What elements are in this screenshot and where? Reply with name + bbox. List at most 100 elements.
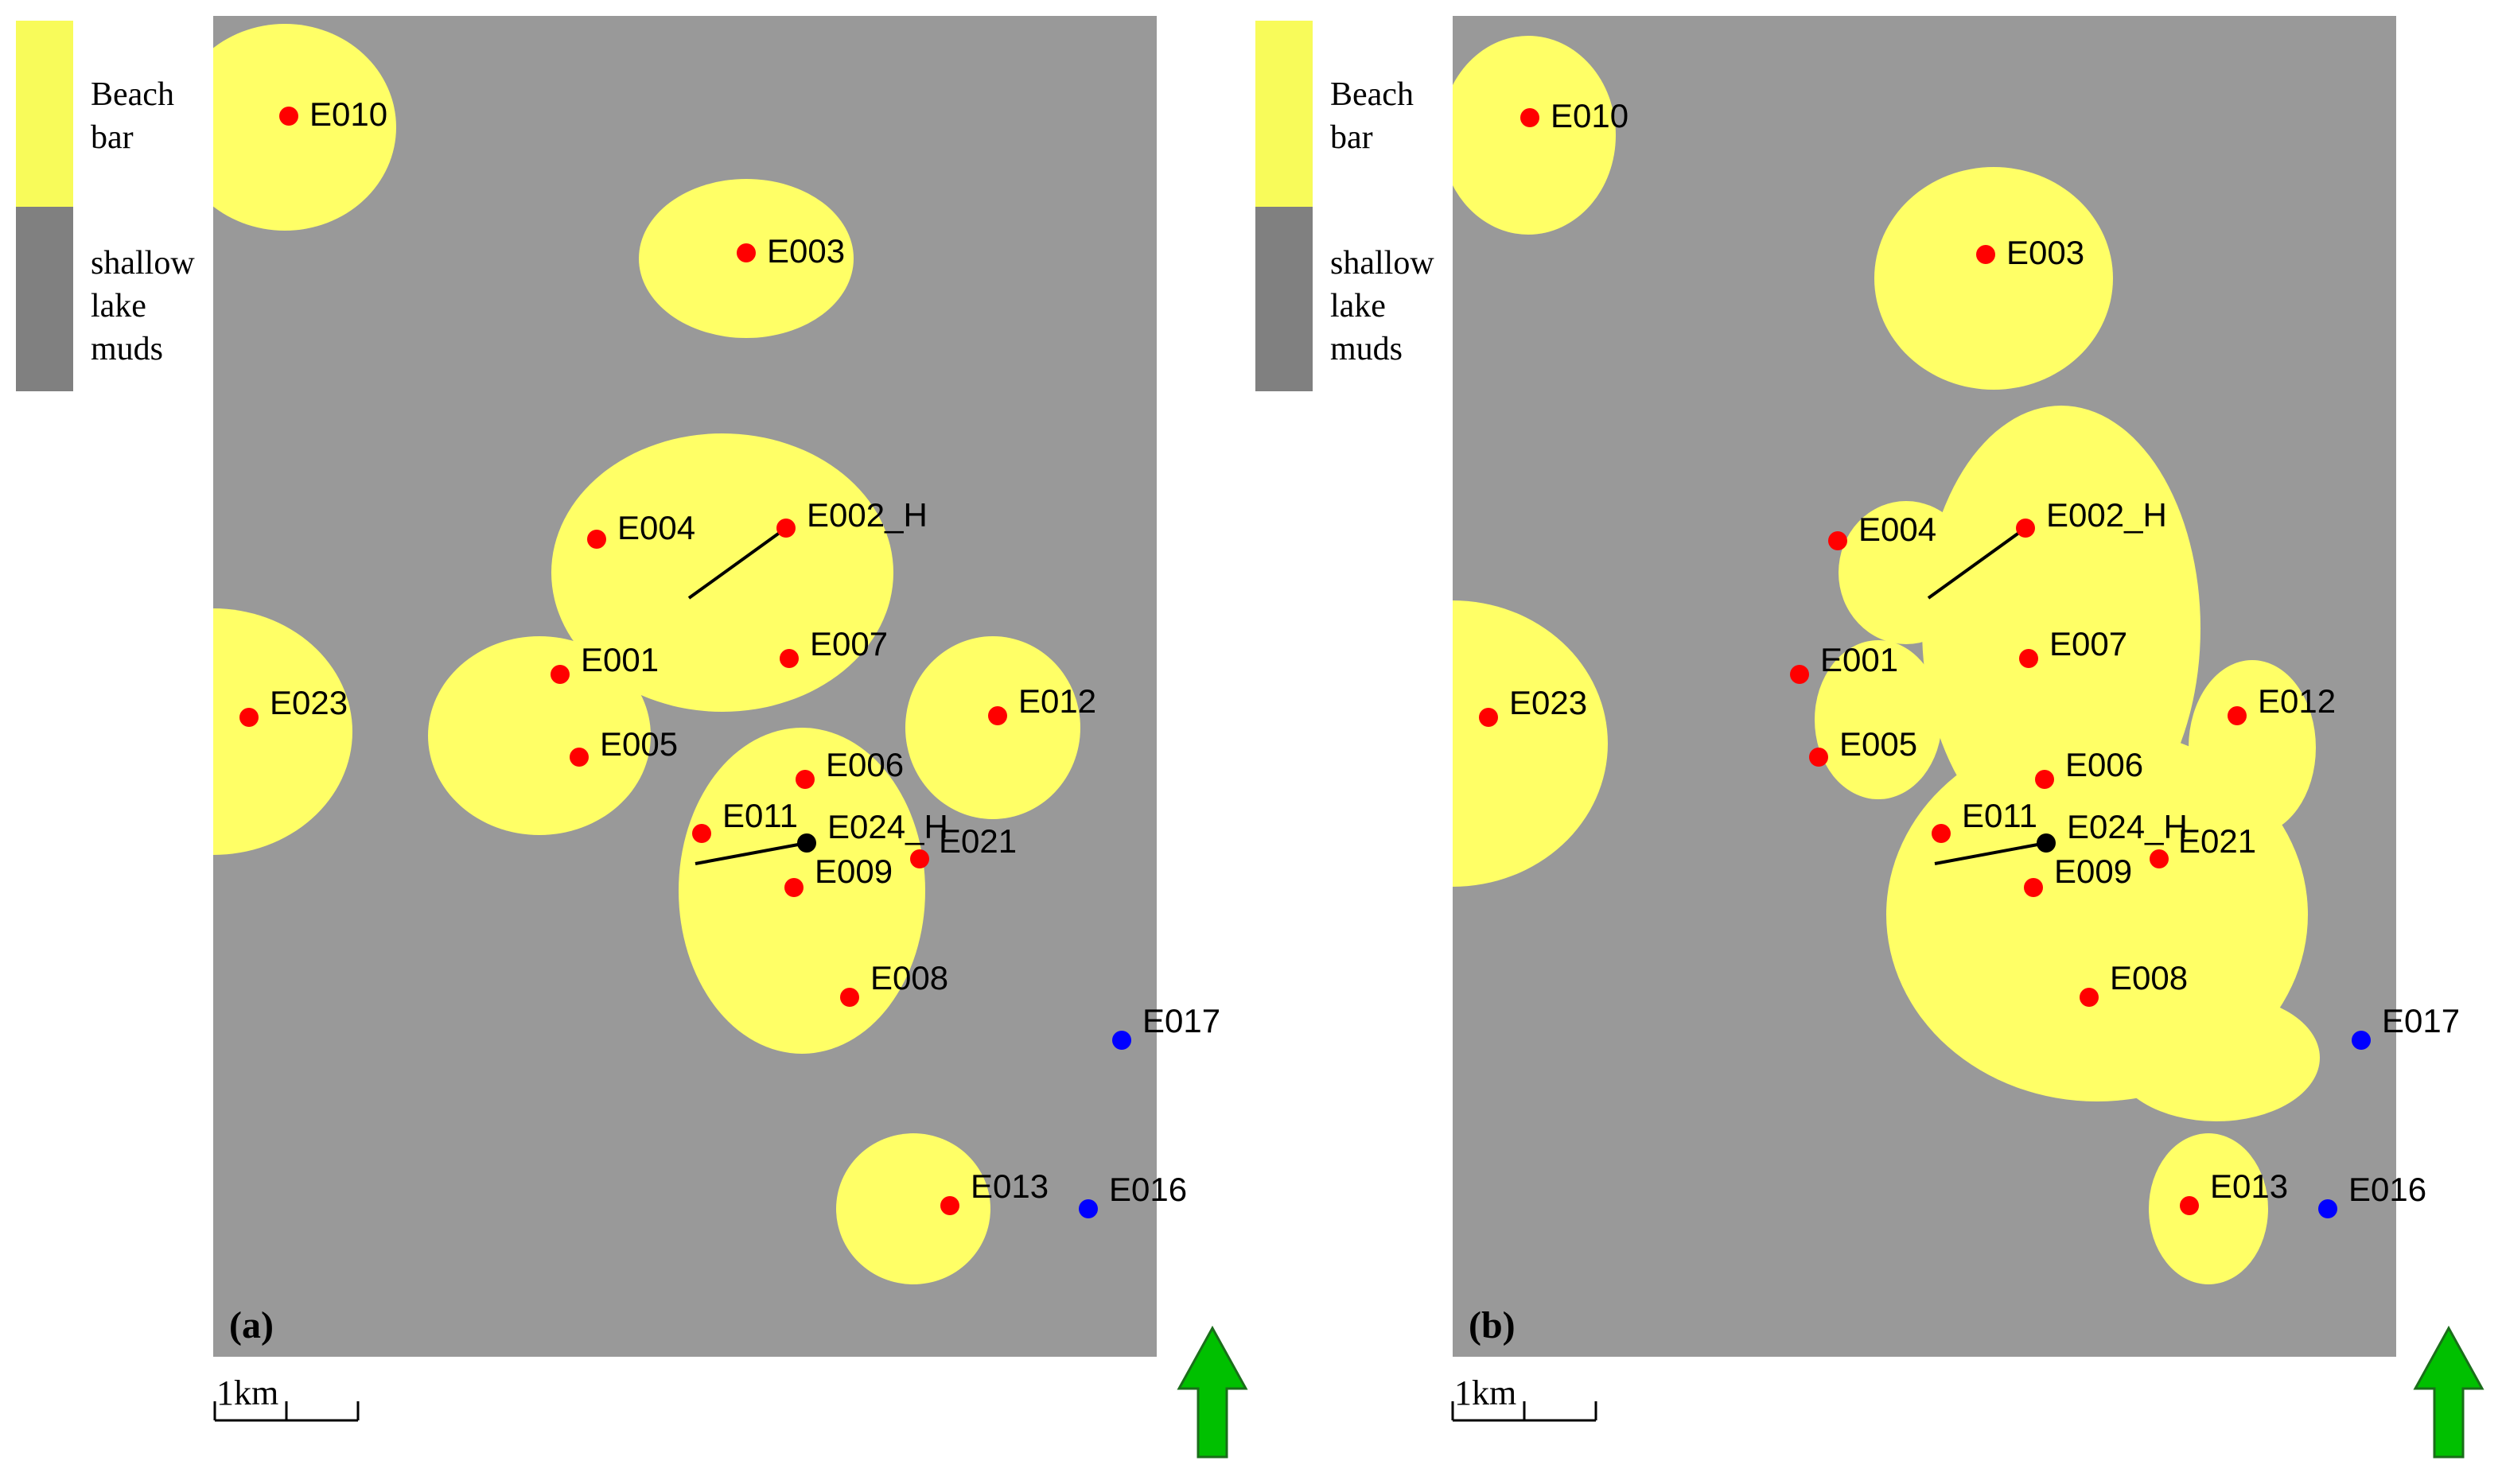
legend-label: bar: [91, 119, 134, 156]
legend-swatch: [1255, 207, 1313, 391]
well-label: E003: [767, 232, 845, 270]
scale-label: 1km: [216, 1373, 278, 1412]
well-marker: [910, 849, 929, 868]
well-marker: [1828, 531, 1847, 550]
well-marker: [551, 665, 570, 684]
well-marker: [840, 988, 859, 1007]
well-marker: [2037, 833, 2056, 853]
well-label: E001: [1820, 641, 1898, 678]
well-label: E016: [2348, 1171, 2426, 1208]
beach-bar-body: [2149, 1133, 2268, 1284]
well-label: E004: [1858, 511, 1936, 548]
well-label: E009: [2054, 853, 2132, 890]
legend-swatch: [16, 21, 73, 207]
well-label: E013: [2210, 1167, 2288, 1205]
well-marker: [2150, 849, 2169, 868]
well-marker: [2352, 1031, 2371, 1050]
well-marker: [2019, 649, 2038, 668]
well-label: E024_H: [2067, 808, 2188, 845]
well-marker: [1932, 824, 1951, 843]
legend-label: bar: [1330, 119, 1373, 156]
well-marker: [1790, 665, 1809, 684]
well-label: E001: [581, 641, 659, 678]
well-label: E016: [1109, 1171, 1187, 1208]
legend-swatch: [16, 207, 73, 391]
well-label: E010: [1551, 97, 1628, 134]
well-marker: [2080, 988, 2099, 1007]
well-marker: [692, 824, 711, 843]
well-label: E011: [1962, 797, 2037, 834]
well-label: E005: [1839, 725, 1917, 763]
well-label: E013: [971, 1167, 1049, 1205]
well-marker: [988, 706, 1007, 725]
well-marker: [279, 107, 298, 126]
legend-swatch: [1255, 21, 1313, 207]
well-marker: [797, 833, 816, 853]
well-marker: [587, 530, 606, 549]
well-marker: [940, 1196, 959, 1215]
well-label: E017: [2382, 1002, 2460, 1039]
legend: Beach bar shallow lake muds: [1255, 21, 1434, 391]
well-marker: [2228, 706, 2247, 725]
beach-bar-body: [1453, 600, 1608, 887]
beach-bar-body: [905, 636, 1080, 819]
well-trajectory-e024-h: [695, 841, 807, 865]
well-label: E006: [826, 746, 904, 783]
beach-bar-body: [213, 608, 352, 855]
beach-bar-bodies: [1453, 36, 2320, 1284]
well-marker: [1112, 1031, 1131, 1050]
well-label: E008: [2110, 959, 2188, 996]
panel-tag: (b): [1469, 1304, 1516, 1346]
well-label: E002_H: [807, 496, 928, 534]
well-label: E021: [939, 822, 1017, 860]
well-marker: [2180, 1196, 2199, 1215]
beach-bar-body: [2189, 660, 2316, 835]
beach-bar-body: [1874, 167, 2113, 390]
well-trajectory-e002-h: [687, 526, 788, 600]
legend-label: Beach: [91, 76, 174, 113]
well-label: E011: [722, 797, 798, 834]
well-label: E017: [1142, 1002, 1220, 1039]
well-label: E008: [870, 959, 948, 996]
scale-bar: 1km: [213, 1373, 360, 1422]
well-label: E006: [2065, 746, 2143, 783]
well-label: E003: [2006, 234, 2084, 271]
well-marker: [1479, 708, 1498, 727]
well-marker: [784, 878, 804, 897]
beach-bar-body: [836, 1133, 990, 1284]
legend-label: Beach: [1330, 76, 1414, 113]
legend-label: muds: [91, 331, 163, 367]
well-marker: [2024, 878, 2043, 897]
well-label: E023: [1509, 684, 1587, 721]
beach-bar-body: [1453, 36, 1616, 235]
well-label: E009: [815, 853, 893, 890]
well-label: E007: [2049, 625, 2127, 662]
well-trajectory-e002-h: [1927, 526, 2027, 600]
legend-label: shallow: [1330, 245, 1434, 282]
scale-bar: 1km: [1451, 1373, 1597, 1422]
well-label: E021: [2178, 822, 2256, 860]
well-marker: [239, 708, 259, 727]
scale-label: 1km: [1454, 1373, 1516, 1412]
well-marker: [737, 243, 756, 262]
well-label: E005: [600, 725, 678, 763]
legend-label: muds: [1330, 331, 1403, 367]
well-label: E007: [810, 625, 888, 662]
well-label: E004: [617, 509, 695, 546]
legend-label: shallow: [91, 245, 195, 282]
beach-bar-body: [428, 636, 651, 835]
beach-bar-body: [213, 24, 396, 231]
well-label: E002_H: [2046, 496, 2167, 534]
well-marker: [796, 770, 815, 789]
well-label: E012: [1018, 682, 1096, 720]
panel-tag: (a): [229, 1304, 274, 1346]
well-label: E023: [270, 684, 348, 721]
well-marker: [1976, 245, 1995, 264]
beach-bar-body: [2113, 994, 2320, 1121]
map-panel-a: E010 E003 E004 E002_H E001 E007 E023 E012 E005 E0…: [213, 16, 1220, 1357]
well-marker: [2016, 519, 2035, 538]
well-marker: [2035, 770, 2054, 789]
legend-label: lake: [1330, 288, 1386, 324]
well-trajectory-e024-h: [1934, 841, 2047, 865]
